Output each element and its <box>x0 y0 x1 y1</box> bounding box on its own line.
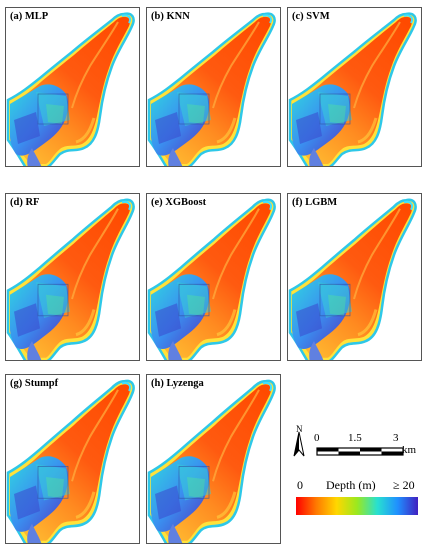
panel-label: (b) KNN <box>151 11 190 22</box>
map-panel-lyzenga: (h) Lyzenga <box>146 374 281 544</box>
depth-map <box>288 12 418 166</box>
depth-title: Depth (m) <box>326 478 376 492</box>
panel-label: (a) MLP <box>10 11 49 22</box>
depth-map <box>147 379 277 543</box>
panel-label: (h) Lyzenga <box>151 378 204 389</box>
map-panel-knn: (b) KNN <box>146 7 281 167</box>
scale-unit: km <box>402 444 417 456</box>
depth-map <box>147 12 277 166</box>
scale-tick-2: 3 <box>393 432 399 444</box>
map-panel-stumpf: (g) Stumpf <box>5 374 140 544</box>
map-panel-svm: (c) SVM <box>287 7 422 167</box>
depth-min-label: 0 <box>297 478 303 492</box>
depth-map <box>288 198 418 360</box>
scale-bar <box>316 447 404 456</box>
scale-tick-0: 0 <box>314 432 320 444</box>
panel-label: (c) SVM <box>292 11 330 22</box>
panel-label: (g) Stumpf <box>10 378 59 389</box>
map-panel-xgboost: (e) XGBoost <box>146 193 281 361</box>
north-label: N <box>296 424 303 434</box>
panel-label: (f) LGBM <box>292 197 338 208</box>
depth-colorbar <box>296 497 418 515</box>
north-arrow-icon <box>293 431 305 457</box>
map-panel-mlp: (a) MLP <box>5 7 140 167</box>
depth-max-label: ≥ 20 <box>393 478 415 492</box>
panel-label: (e) XGBoost <box>151 197 207 208</box>
depth-map <box>6 12 136 166</box>
depth-map <box>6 379 136 543</box>
map-panel-lgbm: (f) LGBM <box>287 193 422 361</box>
map-panel-rf: (d) RF <box>5 193 140 361</box>
depth-map <box>6 198 136 360</box>
scale-tick-1: 1.5 <box>348 432 362 444</box>
panel-label: (d) RF <box>10 197 40 208</box>
depth-map <box>147 198 277 360</box>
